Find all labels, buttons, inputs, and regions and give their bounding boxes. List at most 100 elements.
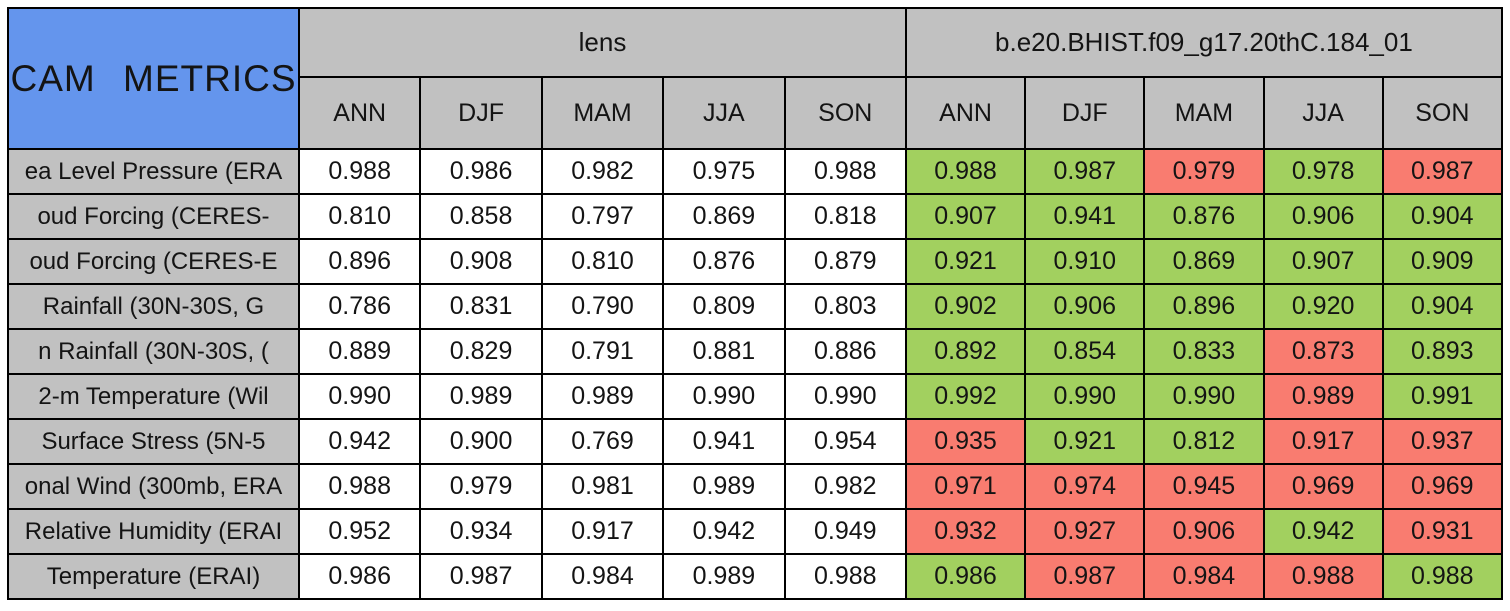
cam-metrics-table: CAM METRICS lens b.e20.BHIST.f09_g17.20t… <box>7 7 1503 600</box>
case-value-cell-green: 0.907 <box>1264 240 1382 283</box>
lens-value-cell: 0.942 <box>664 510 784 553</box>
lens-value-cell: 0.786 <box>300 285 420 328</box>
case-value-cell-green: 0.988 <box>906 150 1025 193</box>
season-header-case-djf: DJF <box>1026 78 1144 148</box>
lens-value-cell: 0.908 <box>421 240 541 283</box>
lens-value-cell: 0.986 <box>300 555 420 598</box>
lens-value-cell: 0.990 <box>664 375 784 418</box>
case-value-cell-red: 0.979 <box>1145 150 1263 193</box>
case-value-cell-green: 0.892 <box>906 330 1025 373</box>
lens-value-cell: 0.990 <box>300 375 420 418</box>
lens-value-cell: 0.876 <box>664 240 784 283</box>
lens-value-cell: 0.790 <box>542 285 663 328</box>
case-value-cell-green: 0.942 <box>1264 510 1382 553</box>
metric-row-label: onal Wind (300mb, ERA <box>9 465 298 508</box>
lens-value-cell: 0.769 <box>542 420 663 463</box>
lens-value-cell: 0.989 <box>421 375 541 418</box>
metric-row-label: Surface Stress (5N-5 <box>9 420 298 463</box>
case-value-cell-red: 0.989 <box>1264 375 1382 418</box>
case-value-cell-red: 0.987 <box>1026 555 1144 598</box>
case-value-cell-green: 0.921 <box>906 240 1025 283</box>
lens-value-cell: 0.984 <box>542 555 663 598</box>
lens-value-cell: 0.797 <box>542 195 663 238</box>
lens-value-cell: 0.803 <box>785 285 905 328</box>
case-value-cell-red: 0.927 <box>1026 510 1144 553</box>
case-value-cell-green: 0.986 <box>906 555 1025 598</box>
case-value-cell-green: 0.812 <box>1145 420 1263 463</box>
season-header-lens-djf: DJF <box>421 78 541 148</box>
case-value-cell-green: 0.854 <box>1026 330 1144 373</box>
case-value-cell-green: 0.990 <box>1145 375 1263 418</box>
case-value-cell-green: 0.896 <box>1145 285 1263 328</box>
lens-value-cell: 0.886 <box>785 330 905 373</box>
case-value-cell-green: 0.909 <box>1383 240 1501 283</box>
lens-value-cell: 0.989 <box>664 555 784 598</box>
lens-value-cell: 0.810 <box>300 195 420 238</box>
lens-value-cell: 0.889 <box>300 330 420 373</box>
lens-value-cell: 0.954 <box>785 420 905 463</box>
column-group-header-case: b.e20.BHIST.f09_g17.20thC.184_01 <box>906 9 1501 76</box>
lens-value-cell: 0.989 <box>664 465 784 508</box>
lens-value-cell: 0.831 <box>421 285 541 328</box>
lens-value-cell: 0.869 <box>664 195 784 238</box>
metric-row-label: 2-m Temperature (Wil <box>9 375 298 418</box>
case-value-cell-red: 0.931 <box>1383 510 1501 553</box>
lens-value-cell: 0.896 <box>300 240 420 283</box>
case-value-cell-green: 0.833 <box>1145 330 1263 373</box>
case-value-cell-red: 0.984 <box>1145 555 1263 598</box>
lens-value-cell: 0.829 <box>421 330 541 373</box>
case-value-cell-green: 0.902 <box>906 285 1025 328</box>
season-header-case-ann: ANN <box>906 78 1025 148</box>
season-header-lens-jja: JJA <box>664 78 784 148</box>
case-value-cell-green: 0.904 <box>1383 195 1501 238</box>
season-header-lens-son: SON <box>785 78 905 148</box>
lens-value-cell: 0.988 <box>785 555 905 598</box>
lens-value-cell: 0.934 <box>421 510 541 553</box>
case-value-cell-green: 0.893 <box>1383 330 1501 373</box>
lens-value-cell: 0.917 <box>542 510 663 553</box>
lens-value-cell: 0.952 <box>300 510 420 553</box>
column-group-header-lens: lens <box>300 9 905 76</box>
case-value-cell-green: 0.991 <box>1383 375 1501 418</box>
lens-value-cell: 0.982 <box>785 465 905 508</box>
lens-value-cell: 0.809 <box>664 285 784 328</box>
lens-value-cell: 0.949 <box>785 510 905 553</box>
case-value-cell-red: 0.873 <box>1264 330 1382 373</box>
metric-row-label: Rainfall (30N-30S, G <box>9 285 298 328</box>
case-value-cell-green: 0.988 <box>1383 555 1501 598</box>
case-value-cell-green: 0.941 <box>1026 195 1144 238</box>
season-header-case-mam: MAM <box>1145 78 1263 148</box>
case-value-cell-red: 0.917 <box>1264 420 1382 463</box>
lens-value-cell: 0.986 <box>421 150 541 193</box>
case-value-cell-green: 0.906 <box>1264 195 1382 238</box>
case-value-cell-red: 0.935 <box>906 420 1025 463</box>
lens-value-cell: 0.858 <box>421 195 541 238</box>
case-value-cell-green: 0.907 <box>906 195 1025 238</box>
case-value-cell-red: 0.906 <box>1145 510 1263 553</box>
case-value-cell-green: 0.906 <box>1026 285 1144 328</box>
metric-row-label: ea Level Pressure (ERA <box>9 150 298 193</box>
lens-value-cell: 0.900 <box>421 420 541 463</box>
case-value-cell-red: 0.937 <box>1383 420 1501 463</box>
season-header-case-son: SON <box>1383 78 1501 148</box>
case-value-cell-green: 0.904 <box>1383 285 1501 328</box>
case-value-cell-green: 0.920 <box>1264 285 1382 328</box>
table-title: CAM METRICS <box>9 9 298 148</box>
metric-row-label: Temperature (ERAI) <box>9 555 298 598</box>
case-value-cell-green: 0.910 <box>1026 240 1144 283</box>
case-value-cell-green: 0.978 <box>1264 150 1382 193</box>
season-header-case-jja: JJA <box>1264 78 1382 148</box>
lens-value-cell: 0.988 <box>300 465 420 508</box>
case-value-cell-red: 0.945 <box>1145 465 1263 508</box>
case-value-cell-red: 0.988 <box>1264 555 1382 598</box>
case-value-cell-green: 0.869 <box>1145 240 1263 283</box>
lens-value-cell: 0.982 <box>542 150 663 193</box>
metric-row-label: oud Forcing (CERES-E <box>9 240 298 283</box>
lens-value-cell: 0.989 <box>542 375 663 418</box>
case-value-cell-green: 0.992 <box>906 375 1025 418</box>
lens-value-cell: 0.879 <box>785 240 905 283</box>
lens-value-cell: 0.975 <box>664 150 784 193</box>
case-value-cell-red: 0.969 <box>1383 465 1501 508</box>
case-value-cell-red: 0.974 <box>1026 465 1144 508</box>
